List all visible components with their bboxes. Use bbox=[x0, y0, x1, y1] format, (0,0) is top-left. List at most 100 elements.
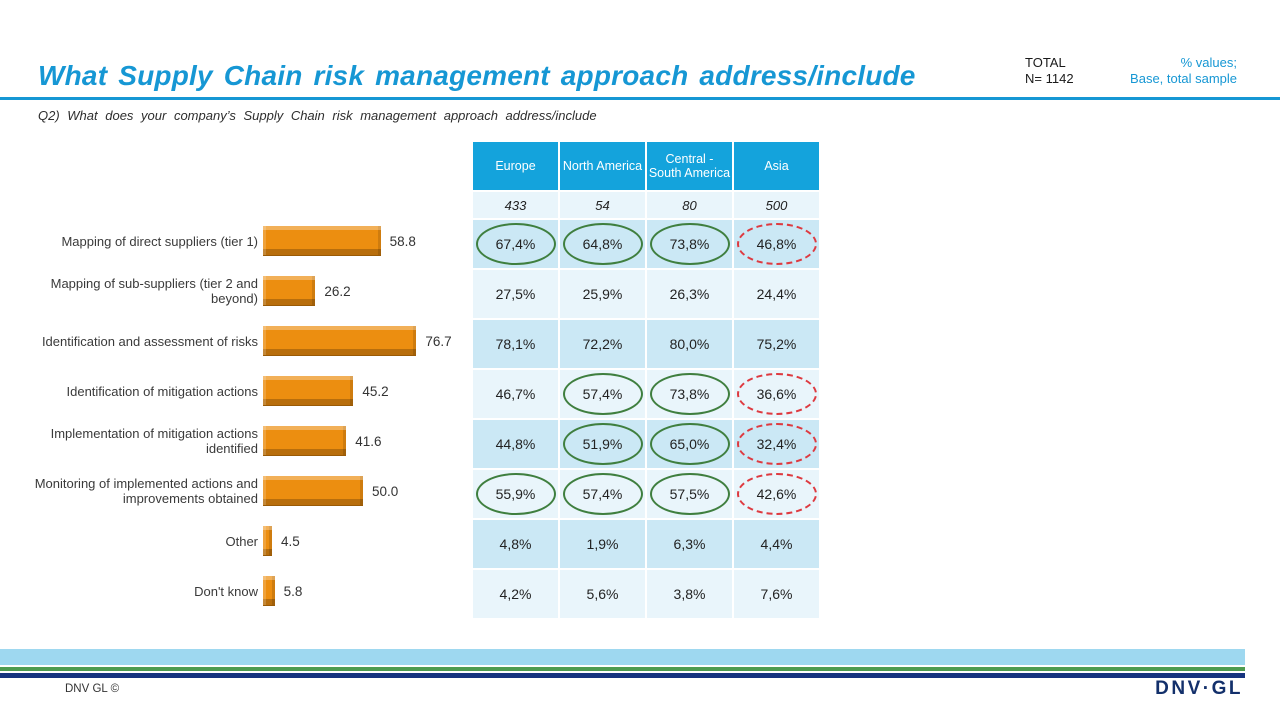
bar-chart: Mapping of direct suppliers (tier 1) 58.8… bbox=[0, 0, 470, 720]
highlight-ellipse-red bbox=[736, 373, 817, 415]
data-cell: 3,8% bbox=[647, 570, 732, 618]
value-label: 50.0 bbox=[372, 483, 399, 499]
highlight-ellipse-green bbox=[562, 373, 643, 415]
page-title: What Supply Chain risk management approa… bbox=[38, 60, 916, 91]
highlight-ellipse-green bbox=[562, 473, 643, 515]
bar bbox=[263, 476, 363, 506]
data-cell: 25,9% bbox=[560, 270, 645, 318]
bar bbox=[263, 576, 275, 606]
data-cell-text: 5,6% bbox=[586, 586, 619, 602]
data-cell: 57,4% bbox=[560, 470, 645, 518]
base-value: 54 bbox=[560, 192, 645, 218]
data-cell-text: 4,2% bbox=[499, 586, 532, 602]
data-cell-text: 6,3% bbox=[673, 536, 706, 552]
data-cell: 72,2% bbox=[560, 320, 645, 368]
data-cell: 73,8% bbox=[647, 220, 732, 268]
data-cell: 4,4% bbox=[734, 520, 819, 568]
values-note-block: % values; Base, total sample bbox=[1130, 55, 1237, 87]
category-label: Implementation of mitigation actions ide… bbox=[50, 426, 258, 456]
column-header-text: Europe bbox=[495, 159, 536, 173]
data-cell: 51,9% bbox=[560, 420, 645, 468]
note-line-2: Base, total sample bbox=[1130, 71, 1237, 86]
data-cell: 67,4% bbox=[473, 220, 558, 268]
total-label: TOTAL bbox=[1025, 55, 1066, 70]
bar bbox=[263, 526, 272, 556]
value-label: 58.8 bbox=[389, 233, 416, 249]
highlight-ellipse-green bbox=[649, 373, 730, 415]
data-cell-text: 4,4% bbox=[760, 536, 793, 552]
base-value: 433 bbox=[473, 192, 558, 218]
category-label: Mapping of sub-suppliers (tier 2 and bey… bbox=[50, 276, 258, 306]
value-label: 4.5 bbox=[281, 533, 300, 549]
base-value-text: 80 bbox=[682, 197, 697, 213]
data-cell-text: 25,9% bbox=[582, 286, 623, 302]
data-cell-text: 1,9% bbox=[586, 536, 619, 552]
data-cell: 27,5% bbox=[473, 270, 558, 318]
data-cell: 26,3% bbox=[647, 270, 732, 318]
data-cell: 57,4% bbox=[560, 370, 645, 418]
bar bbox=[263, 226, 381, 256]
chart-row: Other 4.5 bbox=[15, 517, 475, 565]
data-cell-text: 44,8% bbox=[495, 436, 536, 452]
data-cell: 5,6% bbox=[560, 570, 645, 618]
column-header: Central - South America bbox=[647, 142, 732, 190]
data-cell: 75,2% bbox=[734, 320, 819, 368]
highlight-ellipse-green bbox=[475, 223, 556, 265]
highlight-ellipse-green bbox=[562, 423, 643, 465]
data-cell: 64,8% bbox=[560, 220, 645, 268]
data-cell: 32,4% bbox=[734, 420, 819, 468]
highlight-ellipse-green bbox=[475, 473, 556, 515]
column-header: Asia bbox=[734, 142, 819, 190]
total-value: N= 1142 bbox=[1025, 71, 1074, 86]
data-cell: 4,2% bbox=[473, 570, 558, 618]
data-cell-text: 24,4% bbox=[756, 286, 797, 302]
category-label: Monitoring of implemented actions and im… bbox=[34, 476, 258, 506]
base-value: 80 bbox=[647, 192, 732, 218]
category-label: Identification of mitigation actions bbox=[66, 383, 259, 399]
value-label: 76.7 bbox=[425, 333, 452, 349]
highlight-ellipse-red bbox=[736, 473, 817, 515]
value-label: 41.6 bbox=[355, 433, 382, 449]
base-value-text: 433 bbox=[504, 197, 527, 213]
base-value-text: 500 bbox=[765, 197, 788, 213]
data-cell: 73,8% bbox=[647, 370, 732, 418]
data-cell-text: 46,7% bbox=[495, 386, 536, 402]
data-cell-text: 80,0% bbox=[669, 336, 710, 352]
data-cell: 6,3% bbox=[647, 520, 732, 568]
data-cell: 55,9% bbox=[473, 470, 558, 518]
data-cell-text: 27,5% bbox=[495, 286, 536, 302]
copyright-text: DNV GL © bbox=[65, 683, 120, 695]
base-value: 500 bbox=[734, 192, 819, 218]
value-label: 45.2 bbox=[362, 383, 389, 399]
data-cell-text: 72,2% bbox=[582, 336, 623, 352]
highlight-ellipse-green bbox=[649, 423, 730, 465]
column-header-text: Asia bbox=[764, 159, 789, 173]
category-label: Don't know bbox=[194, 583, 258, 599]
data-cell-text: 78,1% bbox=[495, 336, 536, 352]
footer-stripe-green bbox=[0, 667, 1245, 671]
data-cell: 4,8% bbox=[473, 520, 558, 568]
base-value-text: 54 bbox=[595, 197, 610, 213]
data-cell: 44,8% bbox=[473, 420, 558, 468]
highlight-ellipse-green bbox=[649, 473, 730, 515]
highlight-ellipse-red bbox=[736, 223, 817, 265]
chart-row: Implementation of mitigation actions ide… bbox=[15, 417, 475, 465]
chart-row: Don't know 5.8 bbox=[15, 567, 475, 615]
data-cell-text: 7,6% bbox=[760, 586, 793, 602]
chart-row: Identification of mitigation actions 45.2 bbox=[15, 367, 475, 415]
column-header-text: North America bbox=[562, 159, 643, 173]
title-divider-line bbox=[0, 97, 1280, 100]
bar bbox=[263, 426, 347, 456]
chart-row: Mapping of direct suppliers (tier 1) 58.8 bbox=[15, 217, 475, 265]
data-cell: 78,1% bbox=[473, 320, 558, 368]
data-cell: 57,5% bbox=[647, 470, 732, 518]
data-cell: 24,4% bbox=[734, 270, 819, 318]
chart-row: Identification and assessment of risks 76… bbox=[15, 317, 475, 365]
data-cell: 42,6% bbox=[734, 470, 819, 518]
category-label: Identification and assessment of risks bbox=[41, 333, 258, 349]
highlight-ellipse-green bbox=[649, 223, 730, 265]
column-header-text: Central - South America bbox=[648, 152, 731, 180]
column-header: Europe bbox=[473, 142, 558, 190]
data-cell: 80,0% bbox=[647, 320, 732, 368]
bar bbox=[263, 326, 417, 356]
